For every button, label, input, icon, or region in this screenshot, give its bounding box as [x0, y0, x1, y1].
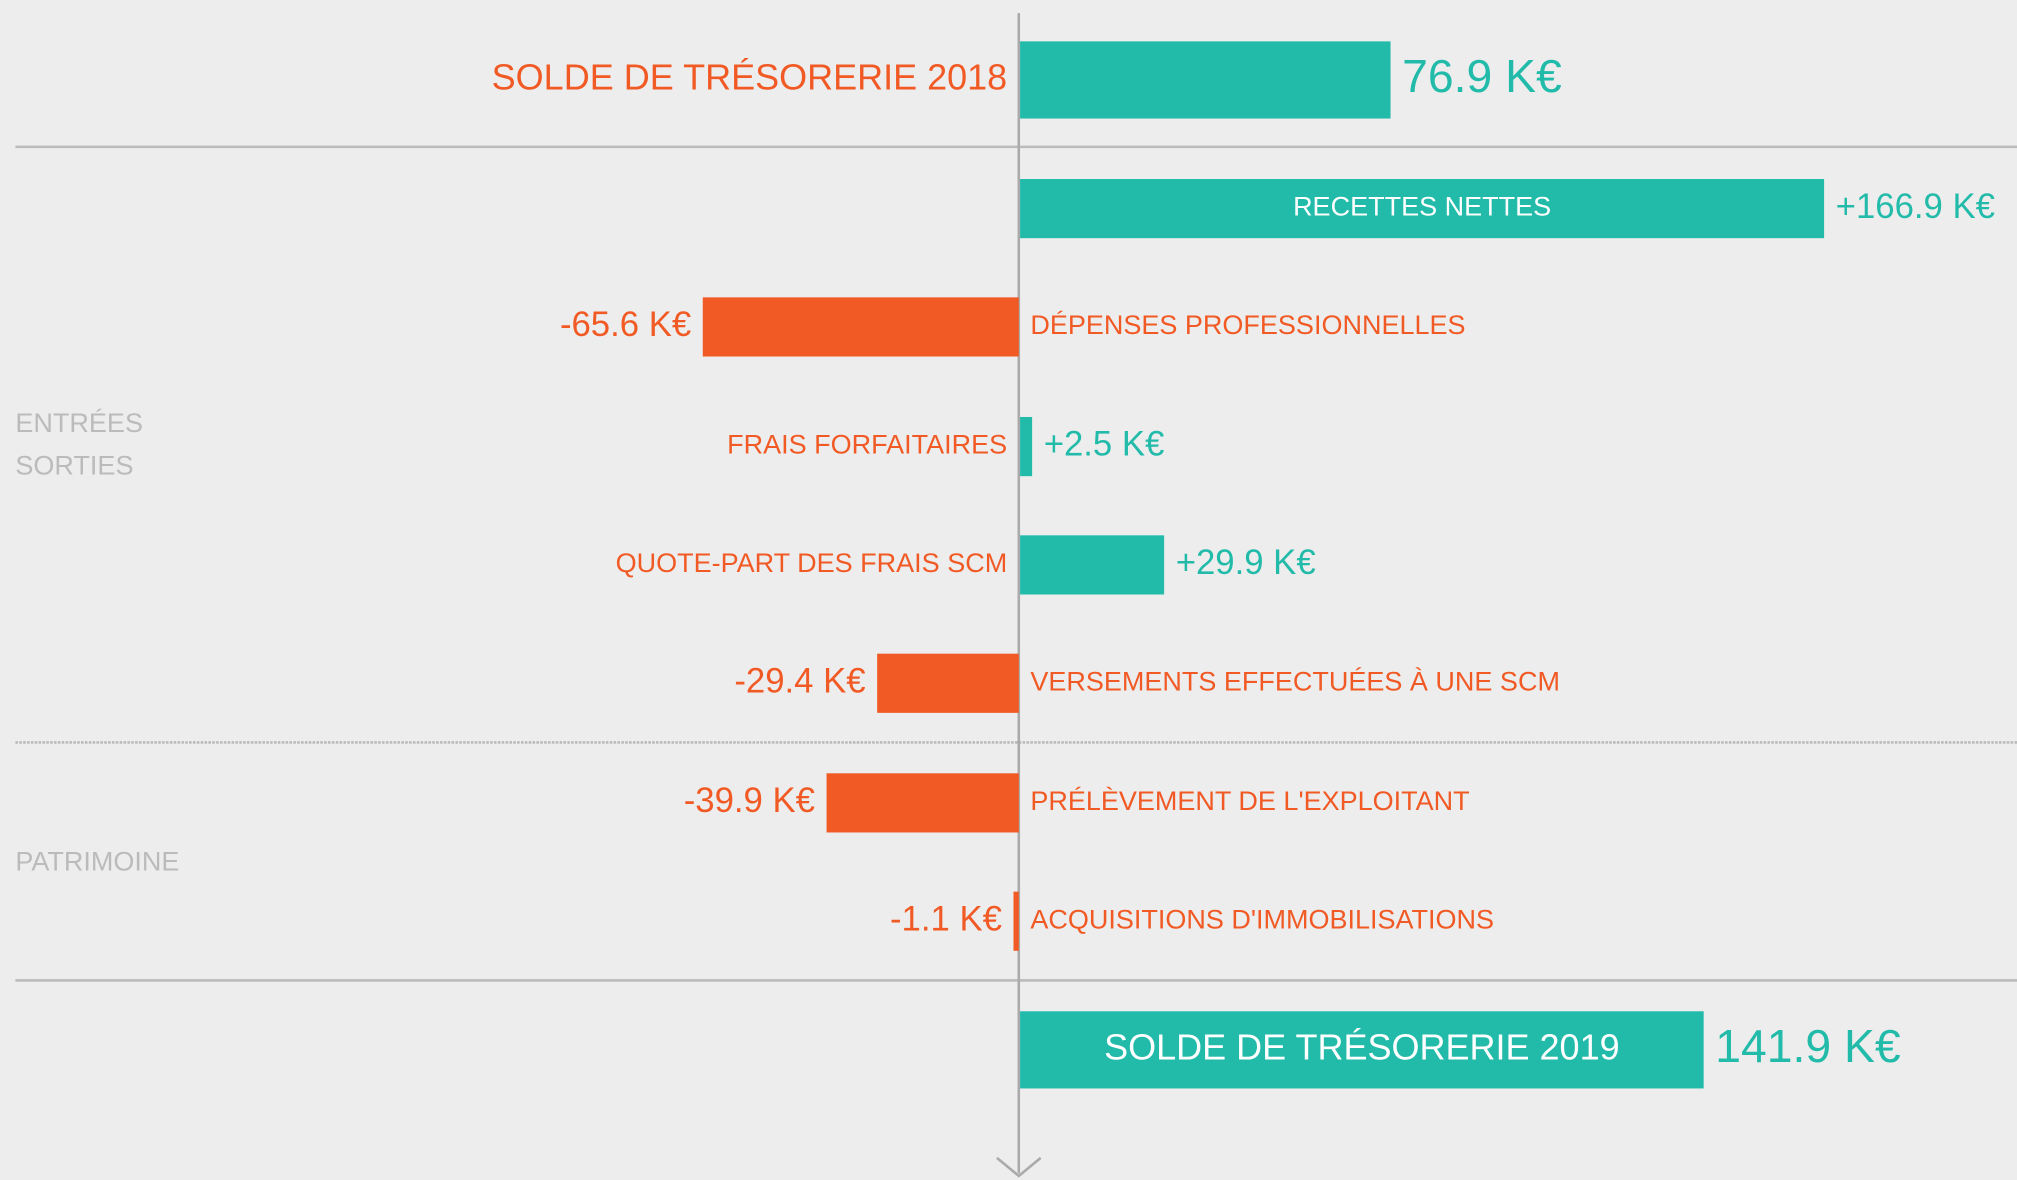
bar [826, 773, 1019, 833]
value-label: 76.9 K€ [1402, 50, 1562, 102]
bar [1020, 1011, 1704, 1089]
bar [1020, 416, 1033, 477]
bar [1020, 179, 1825, 239]
category-label: ACQUISITIONS D'IMMOBILISATIONS [1030, 904, 1494, 934]
group-label: SORTIES [15, 450, 133, 480]
value-label: -65.6 K€ [560, 306, 691, 344]
category-label: RECETTES NETTES [1293, 192, 1551, 222]
value-label: +166.9 K€ [1836, 188, 1995, 226]
category-label: SOLDE DE TRÉSORERIE 2019 [1104, 1026, 1620, 1067]
axis-arrow [996, 1156, 1042, 1178]
bar [702, 297, 1019, 357]
value-label: 141.9 K€ [1715, 1020, 1901, 1072]
group-label: ENTRÉES [15, 408, 143, 438]
value-label: -39.9 K€ [684, 782, 815, 820]
bar [877, 653, 1019, 713]
value-label: +29.9 K€ [1176, 544, 1316, 582]
category-label: FRAIS FORFAITAIRES [727, 430, 1007, 460]
bar [1013, 891, 1019, 951]
category-label: PRÉLÈVEMENT DE L'EXPLOITANT [1030, 786, 1469, 816]
value-label: +2.5 K€ [1044, 426, 1165, 464]
category-label: QUOTE-PART DES FRAIS SCM [616, 548, 1008, 578]
category-label: VERSEMENTS EFFECTUÉES À UNE SCM [1030, 666, 1560, 696]
category-label: SOLDE DE TRÉSORERIE 2018 [492, 56, 1008, 97]
bar [1020, 535, 1165, 595]
group-label: PATRIMOINE [15, 846, 179, 876]
category-label: DÉPENSES PROFESSIONNELLES [1030, 310, 1465, 340]
bar [1020, 41, 1391, 119]
value-label: -1.1 K€ [890, 900, 1002, 938]
value-label: -29.4 K€ [734, 662, 865, 700]
